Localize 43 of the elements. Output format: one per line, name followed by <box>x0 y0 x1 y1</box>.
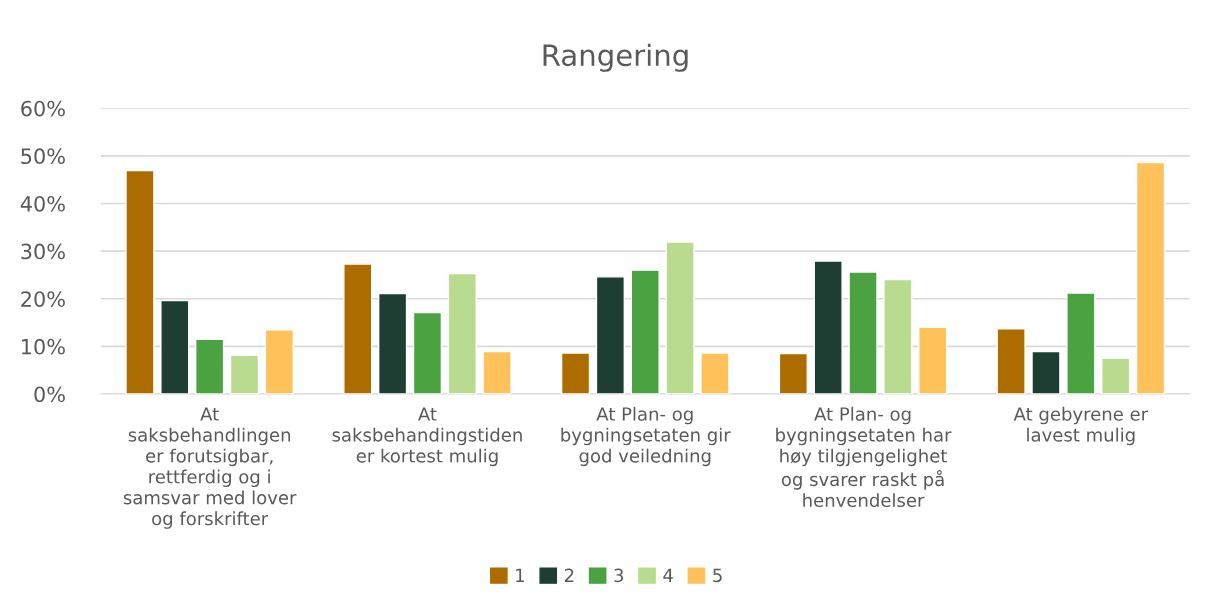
legend-label: 1 <box>516 568 524 582</box>
bar <box>343 263 373 394</box>
bar <box>377 292 408 394</box>
legend-label: 3 <box>614 568 624 583</box>
bar <box>813 260 843 394</box>
x-tick-label: At saksbehandlingen er forutsigbar, rettferdig og i samsvar med lover og forskrifter <box>123 407 297 529</box>
bar <box>195 338 225 394</box>
y-tick-label: 0% <box>34 386 65 403</box>
bar <box>700 352 730 394</box>
x-tick-label: At Plan- og bygningsetaten har høy tilgjengelighet og svarer raskt på henvendelser <box>776 406 952 508</box>
bar <box>630 269 660 394</box>
bar <box>447 272 477 394</box>
bar <box>1135 161 1166 394</box>
bar <box>595 276 626 394</box>
bar <box>665 241 695 394</box>
legend-label: 5 <box>713 568 722 583</box>
bar <box>482 350 512 394</box>
bar <box>125 169 155 394</box>
y-tick-label: 10% <box>22 338 65 355</box>
legend-label: 2 <box>564 568 574 582</box>
y-tick-label: 20% <box>21 291 65 307</box>
bar <box>1101 357 1131 394</box>
bar <box>1066 292 1096 394</box>
y-tick-label: 60% <box>21 100 65 117</box>
y-tick-label: 50% <box>21 148 65 165</box>
bar <box>883 278 913 394</box>
x-tick-label: At Plan- og bygningsetaten gir god veiledning <box>561 406 731 467</box>
bar <box>848 271 878 394</box>
bar <box>918 326 948 394</box>
y-tick-label: 30% <box>21 243 65 260</box>
bar <box>1031 350 1061 394</box>
bar <box>560 352 591 394</box>
y-tick-label: 40% <box>20 195 65 212</box>
x-tick-label: At gebyrene er lavest mulig <box>1013 406 1149 446</box>
bar <box>778 352 808 394</box>
bar <box>160 299 190 394</box>
bar <box>996 328 1026 394</box>
bar <box>264 328 294 394</box>
x-tick-label: At saksbehandingstiden er kortest mulig <box>332 407 522 467</box>
bar <box>229 354 260 394</box>
chart-title: Rangering <box>543 43 688 72</box>
legend-label: 4 <box>663 568 673 582</box>
bar <box>412 311 443 394</box>
